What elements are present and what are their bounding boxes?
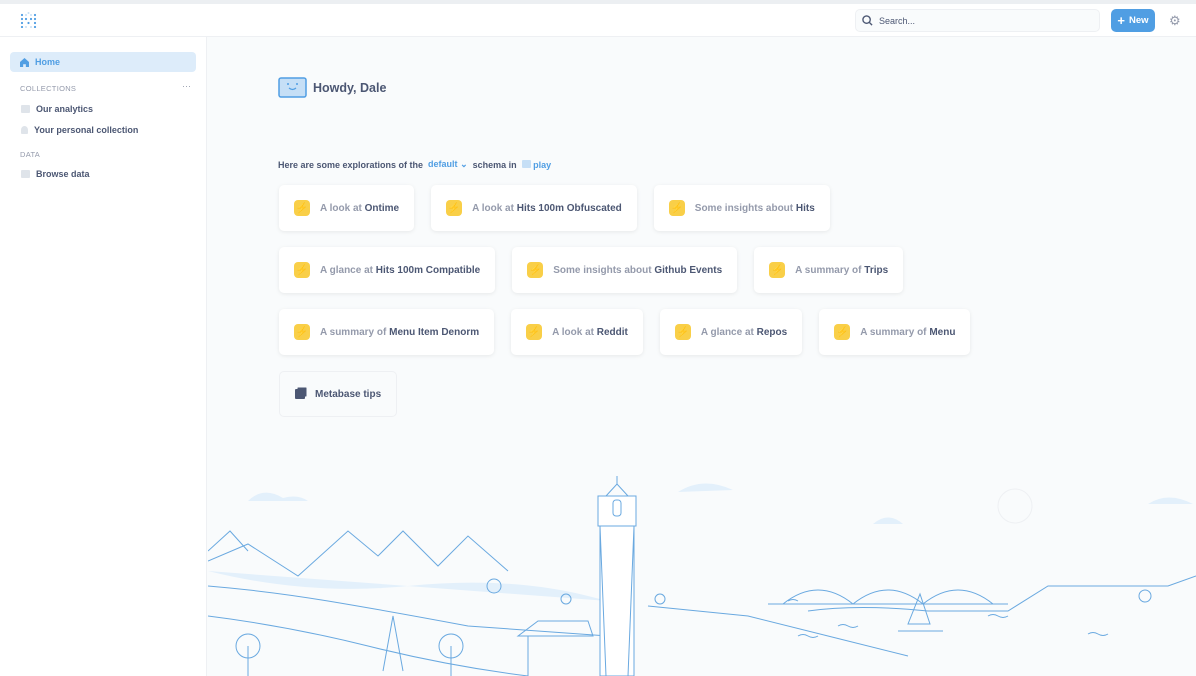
card-table-name: Ontime (364, 202, 400, 214)
bolt-icon: ⚡ (294, 200, 310, 216)
person-icon (21, 126, 28, 134)
app-header: Search... + New ⚙ (0, 4, 1196, 37)
bolt-icon: ⚡ (526, 324, 543, 340)
schema-selector[interactable]: default ⌄ (428, 159, 468, 170)
chevron-down-icon: ⌄ (460, 159, 468, 169)
collections-heading: COLLECTIONS (20, 84, 77, 93)
card-label: A summary of Menu (860, 327, 955, 338)
folder-icon (21, 105, 30, 113)
plus-icon: + (1117, 13, 1126, 28)
exploration-card[interactable]: ⚡ A summary of Menu Item Denorm (279, 309, 495, 355)
tips-label: Metabase tips (315, 388, 382, 400)
window-top-border (0, 0, 1196, 4)
main-content: Howdy, Dale Here are some explorations o… (208, 37, 1196, 676)
new-button[interactable]: + New (1111, 9, 1155, 32)
search-placeholder: Search... (879, 15, 916, 26)
bolt-icon: ⚡ (446, 200, 463, 216)
card-table-name: Menu Item Denorm (389, 326, 480, 338)
card-table-name: Hits (795, 202, 815, 214)
card-label: A glance at Hits 100m Compatible (320, 265, 480, 276)
bolt-icon: ⚡ (294, 324, 310, 340)
card-prefix: A summary of (860, 326, 927, 338)
metabot-icon (278, 77, 307, 98)
card-table-name: Menu (929, 326, 956, 338)
data-heading: DATA (20, 150, 41, 159)
home-icon (20, 57, 29, 67)
card-label: A look at Reddit (552, 327, 628, 338)
search-icon (862, 15, 873, 26)
exploration-card[interactable]: ⚡ A summary of Trips (754, 247, 904, 293)
card-prefix: A glance at (320, 264, 373, 276)
sidebar-item-browse-data[interactable]: Browse data (21, 169, 90, 179)
card-prefix: A summary of (795, 264, 862, 276)
bolt-icon: ⚡ (769, 262, 786, 278)
explore-caption: Here are some explorations of the defaul… (278, 159, 551, 170)
exploration-card[interactable]: ⚡ A look at Hits 100m Obfuscated (431, 185, 637, 231)
exploration-card[interactable]: ⚡ A look at Reddit (511, 309, 643, 355)
bolt-icon: ⚡ (294, 262, 310, 278)
card-table-name: Repos (756, 326, 788, 338)
card-prefix: Some insights about (694, 202, 794, 214)
sidebar-item-label: Our analytics (36, 104, 94, 114)
card-prefix: A look at (552, 326, 594, 338)
card-table-name: Reddit (596, 326, 628, 338)
card-table-name: Hits 100m Obfuscated (516, 202, 622, 214)
metabase-tips-card[interactable]: Metabase tips (279, 371, 398, 417)
card-label: A glance at Repos (701, 327, 787, 338)
exploration-card[interactable]: ⚡ A glance at Repos (659, 309, 803, 355)
exploration-card[interactable]: ⚡ Some insights about Github Events (512, 247, 738, 293)
card-label: A summary of Menu Item Denorm (320, 327, 479, 338)
exploration-card[interactable]: ⚡ A glance at Hits 100m Compatible (279, 247, 496, 293)
bolt-icon: ⚡ (674, 324, 691, 340)
card-label: A look at Hits 100m Obfuscated (472, 203, 622, 214)
bolt-icon: ⚡ (834, 324, 851, 340)
database-name: play (533, 159, 552, 170)
search-input[interactable]: Search... (855, 9, 1100, 32)
exploration-card[interactable]: ⚡ A look at Ontime (279, 185, 415, 231)
card-prefix: A look at (320, 202, 362, 214)
explore-middle: schema in (472, 159, 517, 170)
exploration-cards: ⚡ A look at Ontime ⚡ A look at Hits 100m Ob… (279, 185, 1049, 417)
card-table-name: Github Events (654, 264, 723, 276)
exploration-card[interactable]: ⚡ A summary of Menu (819, 309, 971, 355)
sidebar-item-label: Home (35, 57, 61, 67)
card-label: Some insights about Github Events (553, 265, 722, 276)
sidebar-item-our-analytics[interactable]: Our analytics (21, 104, 93, 114)
book-icon (295, 389, 305, 399)
card-table-name: Trips (864, 264, 889, 276)
exploration-card[interactable]: ⚡ Some insights about Hits (653, 185, 830, 231)
card-prefix: Some insights about (553, 264, 652, 276)
explore-prefix: Here are some explorations of the (278, 159, 424, 170)
card-prefix: A glance at (700, 326, 754, 338)
card-prefix: A look at (472, 202, 514, 214)
schema-name: default (428, 159, 458, 169)
collections-more-icon[interactable]: ··· (182, 81, 191, 91)
card-label: Some insights about Hits (695, 203, 815, 214)
card-table-name: Hits 100m Compatible (375, 264, 481, 276)
database-icon (21, 170, 30, 178)
bolt-icon: ⚡ (668, 200, 685, 216)
database-icon (521, 159, 531, 168)
metabase-logo[interactable] (20, 12, 37, 28)
card-label: A summary of Trips (795, 265, 888, 276)
card-prefix: A summary of (320, 326, 387, 338)
sidebar-item-personal-collection[interactable]: Your personal collection (21, 125, 138, 135)
sidebar-item-label: Browse data (36, 169, 90, 179)
greeting: Howdy, Dale (278, 77, 386, 98)
sidebar-item-label: Your personal collection (34, 125, 139, 135)
gear-icon[interactable]: ⚙ (1169, 13, 1181, 28)
landscape-illustration (208, 476, 1196, 676)
sidebar-item-home[interactable]: Home (10, 52, 196, 72)
database-link[interactable]: play (521, 159, 552, 170)
greeting-text: Howdy, Dale (313, 80, 387, 95)
card-label: A look at Ontime (320, 203, 399, 214)
new-label: New (1129, 15, 1149, 26)
sidebar: Home COLLECTIONS ··· Our analytics Your … (0, 37, 207, 676)
bolt-icon: ⚡ (527, 262, 544, 278)
